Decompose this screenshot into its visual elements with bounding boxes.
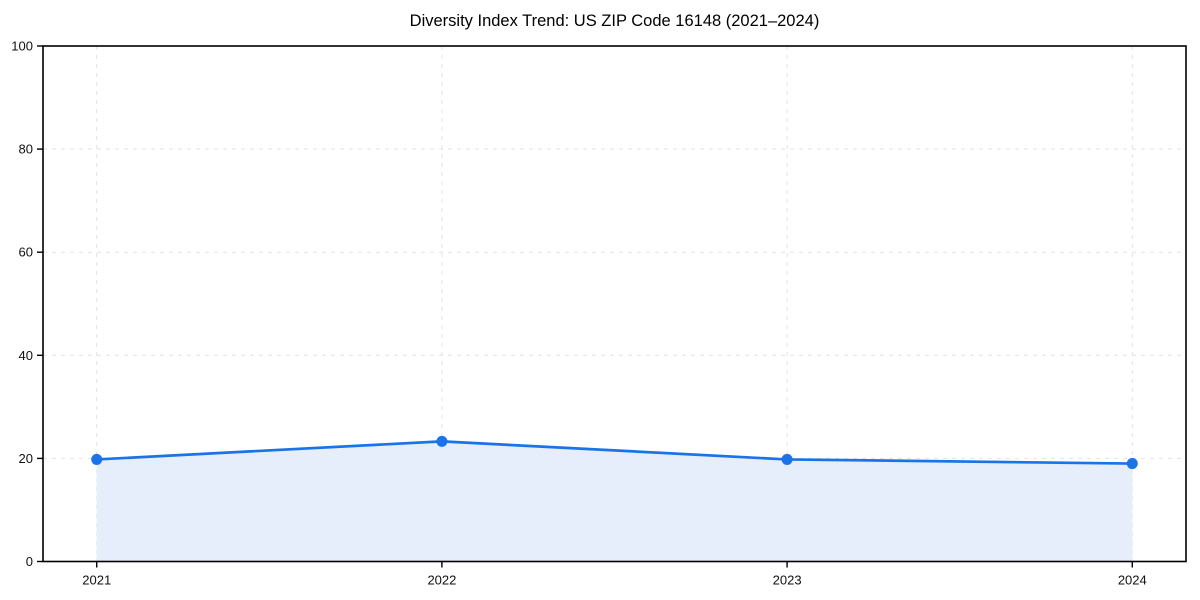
- x-axis-tick-label: 2023: [773, 573, 802, 588]
- x-axis-tick-label: 2022: [427, 573, 456, 588]
- plot-border: [42, 45, 1187, 563]
- data-point-marker: [781, 453, 793, 465]
- chart-title: Diversity Index Trend: US ZIP Code 16148…: [409, 12, 820, 30]
- y-axis-tick-label: 40: [19, 348, 33, 363]
- y-axis-tick-label: 80: [19, 142, 33, 157]
- x-axis-tick-label: 2024: [1118, 573, 1147, 588]
- data-point-marker: [1126, 458, 1138, 470]
- data-point-marker: [436, 435, 448, 447]
- data-point-marker: [91, 453, 103, 465]
- y-axis-tick-label: 20: [19, 451, 33, 466]
- x-axis-tick-label: 2021: [82, 573, 111, 588]
- y-axis-tick-label: 0: [26, 554, 33, 569]
- area-fill: [96, 441, 1133, 562]
- y-axis-tick-label: 100: [11, 39, 33, 54]
- y-axis-tick-label: 60: [19, 245, 33, 260]
- trend-line: [95, 440, 1134, 465]
